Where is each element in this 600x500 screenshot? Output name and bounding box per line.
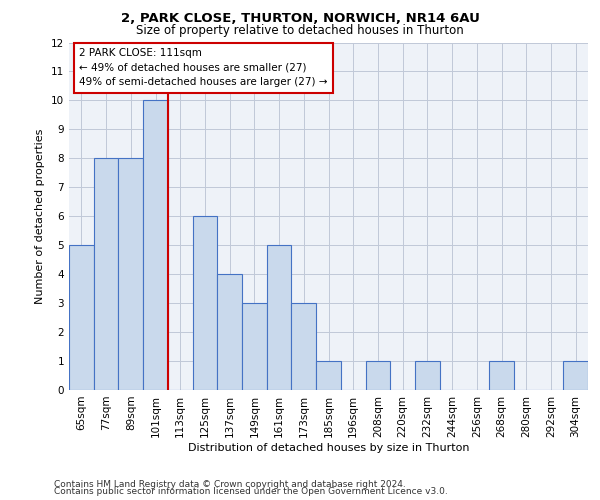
- Bar: [415, 361, 440, 390]
- Bar: [267, 245, 292, 390]
- Bar: [118, 158, 143, 390]
- Bar: [69, 245, 94, 390]
- Bar: [365, 361, 390, 390]
- Bar: [94, 158, 118, 390]
- Bar: [193, 216, 217, 390]
- Bar: [143, 100, 168, 390]
- Bar: [217, 274, 242, 390]
- Text: Contains public sector information licensed under the Open Government Licence v3: Contains public sector information licen…: [54, 487, 448, 496]
- Bar: [242, 303, 267, 390]
- Text: 2 PARK CLOSE: 111sqm
← 49% of detached houses are smaller (27)
49% of semi-detac: 2 PARK CLOSE: 111sqm ← 49% of detached h…: [79, 48, 328, 88]
- Text: Contains HM Land Registry data © Crown copyright and database right 2024.: Contains HM Land Registry data © Crown c…: [54, 480, 406, 489]
- Bar: [316, 361, 341, 390]
- Bar: [489, 361, 514, 390]
- Bar: [563, 361, 588, 390]
- Y-axis label: Number of detached properties: Number of detached properties: [35, 128, 46, 304]
- Bar: [292, 303, 316, 390]
- Text: 2, PARK CLOSE, THURTON, NORWICH, NR14 6AU: 2, PARK CLOSE, THURTON, NORWICH, NR14 6A…: [121, 12, 479, 26]
- Text: Size of property relative to detached houses in Thurton: Size of property relative to detached ho…: [136, 24, 464, 37]
- X-axis label: Distribution of detached houses by size in Thurton: Distribution of detached houses by size …: [188, 442, 469, 452]
